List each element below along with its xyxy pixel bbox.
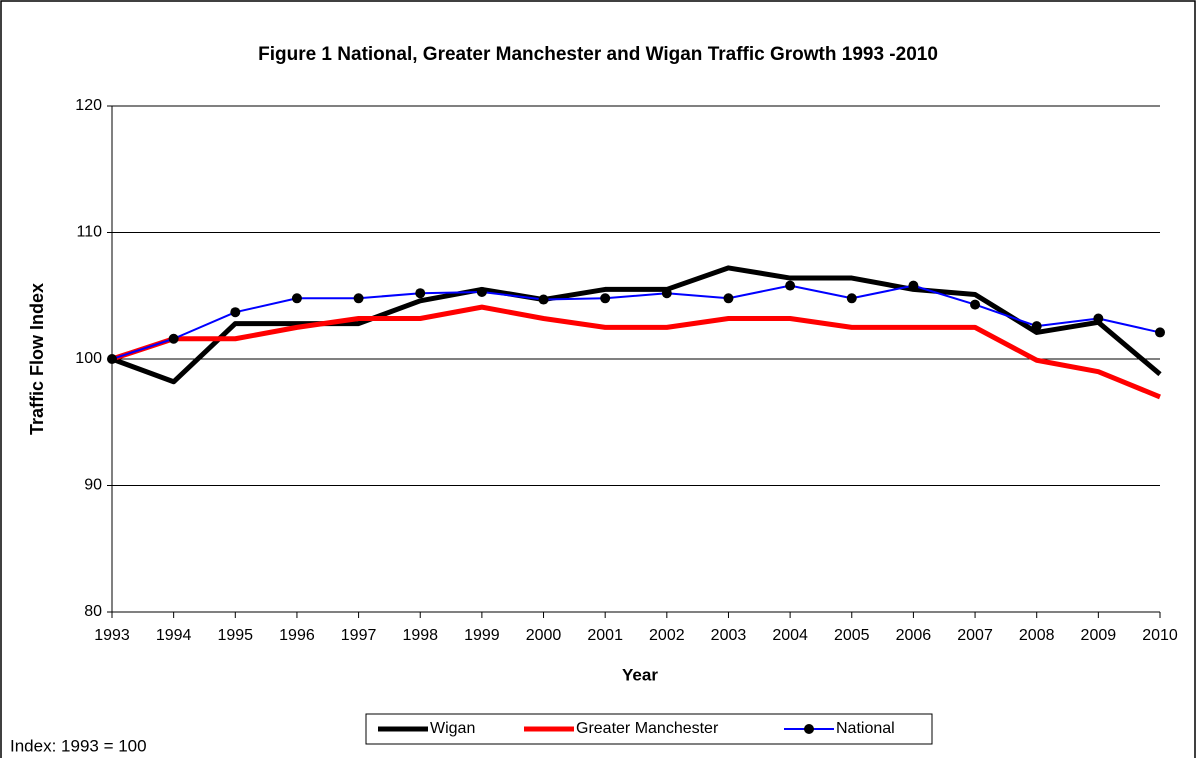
series-marker [168, 333, 179, 344]
series-line [111, 304, 1161, 400]
x-tick-label: 2008 [1019, 627, 1055, 644]
series-marker [908, 280, 919, 291]
legend-label: Wigan [430, 720, 475, 737]
y-axis-label: Traffic Flow Index [27, 283, 47, 435]
x-tick-label: 2004 [772, 627, 808, 644]
x-tick-label: 1999 [464, 627, 500, 644]
x-tick-label: 1998 [402, 627, 438, 644]
y-tick-label: 80 [84, 603, 102, 620]
series-marker [970, 299, 981, 310]
x-tick-label: 2009 [1081, 627, 1117, 644]
chart-title: Figure 1 National, Greater Manchester an… [258, 44, 938, 65]
legend-marker [804, 724, 814, 734]
series-marker [353, 293, 364, 304]
y-tick-label: 110 [76, 224, 102, 241]
x-tick-label: 1994 [156, 627, 192, 644]
annotation: Index: 1993 = 100 [10, 736, 147, 755]
series-line [111, 284, 1161, 360]
series-marker [476, 286, 487, 297]
legend-label: National [836, 720, 895, 737]
x-tick-label: 2010 [1142, 627, 1178, 644]
x-tick-label: 2007 [957, 627, 993, 644]
x-tick-label: 2002 [649, 627, 685, 644]
x-tick-label: 2000 [526, 627, 562, 644]
series-marker [538, 294, 549, 305]
series-marker [1093, 313, 1104, 324]
y-tick-label: 90 [84, 477, 102, 494]
series-marker [785, 280, 796, 291]
series-marker [846, 293, 857, 304]
legend-box [365, 713, 933, 745]
series-marker [600, 293, 611, 304]
x-tick-label: 2003 [711, 627, 747, 644]
x-tick-label: 2005 [834, 627, 870, 644]
series-marker [107, 354, 117, 364]
x-tick-label: 2001 [587, 627, 623, 644]
series-marker [1031, 321, 1042, 332]
legend-label: Greater Manchester [576, 720, 719, 737]
series-marker [1155, 327, 1165, 338]
series-marker [661, 288, 672, 299]
x-tick-label: 1993 [94, 627, 130, 644]
series-line [111, 265, 1162, 385]
x-tick-label: 1996 [279, 627, 315, 644]
y-tick-label: 120 [75, 97, 102, 114]
y-tick-label: 100 [75, 350, 102, 367]
series-marker [291, 293, 302, 304]
x-tick-label: 2006 [896, 627, 932, 644]
x-axis-label: Year [622, 665, 658, 684]
series-marker [230, 307, 241, 318]
x-tick-label: 1997 [341, 627, 377, 644]
x-tick-label: 1995 [217, 627, 253, 644]
series-marker [415, 288, 426, 299]
series-marker [723, 293, 734, 304]
